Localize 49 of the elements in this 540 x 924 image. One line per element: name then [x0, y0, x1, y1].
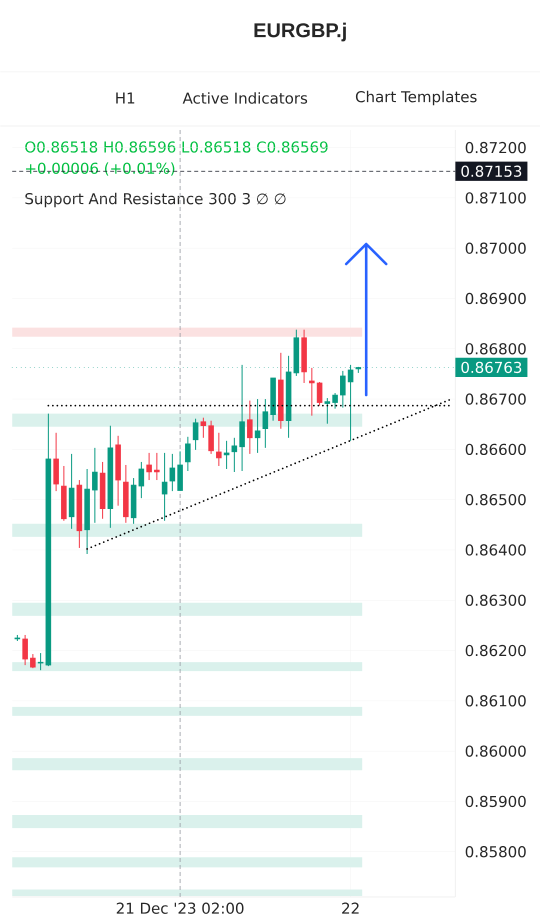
ref-line-label: 0.87153	[461, 166, 522, 177]
text: Active Indicators	[182, 92, 307, 104]
y-tick-label: 0.86900	[466, 292, 526, 304]
candlestick	[192, 418, 198, 450]
y-tick-label: 0.85900	[466, 796, 526, 808]
candlestick	[254, 398, 260, 454]
candlestick	[92, 447, 98, 524]
y-tick-label: 0.85800	[466, 846, 526, 858]
annotation: Support And Resistance 300 3 ∅ ∅	[25, 192, 286, 208]
y-tick-label: 0.87200	[466, 142, 526, 154]
candlestick	[30, 654, 36, 669]
ref-line-label: 0.86763	[461, 362, 522, 374]
candlestick	[216, 432, 222, 466]
candlestick	[162, 452, 168, 522]
candlestick	[146, 452, 152, 481]
x-tick-label: 21 Dec '23 02:00	[116, 902, 244, 914]
candlestick	[184, 436, 190, 472]
candlestick	[332, 392, 338, 410]
text: Chart Templates	[356, 90, 476, 106]
y-tick-label: 0.86300	[466, 594, 526, 606]
y-tick-label: 0.86600	[466, 444, 526, 456]
y-tick-label: 0.87100	[466, 192, 526, 204]
candlestick	[224, 440, 230, 470]
x-tick-label: 22	[342, 902, 358, 914]
chart-title: EURGBP.j	[254, 22, 346, 42]
y-tick-label: 0.86100	[466, 695, 526, 707]
candlestick	[169, 453, 175, 492]
y-tick-label: 0.87000	[466, 242, 526, 254]
y-tick-label: 0.86000	[466, 745, 526, 757]
candlestick	[200, 417, 206, 438]
candlestick	[22, 634, 28, 666]
candlestick	[38, 652, 44, 671]
y-tick-label: 0.86700	[466, 393, 526, 405]
candlestick	[324, 398, 330, 424]
y-tick-label: 0.86500	[466, 494, 526, 506]
annotation: +0.00006 (+0.01%)	[26, 162, 174, 176]
candlestick	[316, 381, 322, 406]
y-tick-label: 0.86200	[466, 644, 526, 656]
y-tick-label: 0.86800	[466, 343, 526, 354]
text: H1	[116, 92, 134, 104]
candlestick	[246, 400, 252, 454]
text: O0.86518 H0.86596 L0.86518 C0.86569	[25, 141, 328, 153]
candlestick	[231, 437, 237, 472]
candlestick	[262, 398, 268, 448]
candlestick	[340, 370, 346, 408]
y-tick-label: 0.86400	[466, 544, 526, 556]
candlestick	[308, 367, 314, 416]
candlestick	[154, 452, 160, 481]
candlestick	[138, 461, 144, 499]
